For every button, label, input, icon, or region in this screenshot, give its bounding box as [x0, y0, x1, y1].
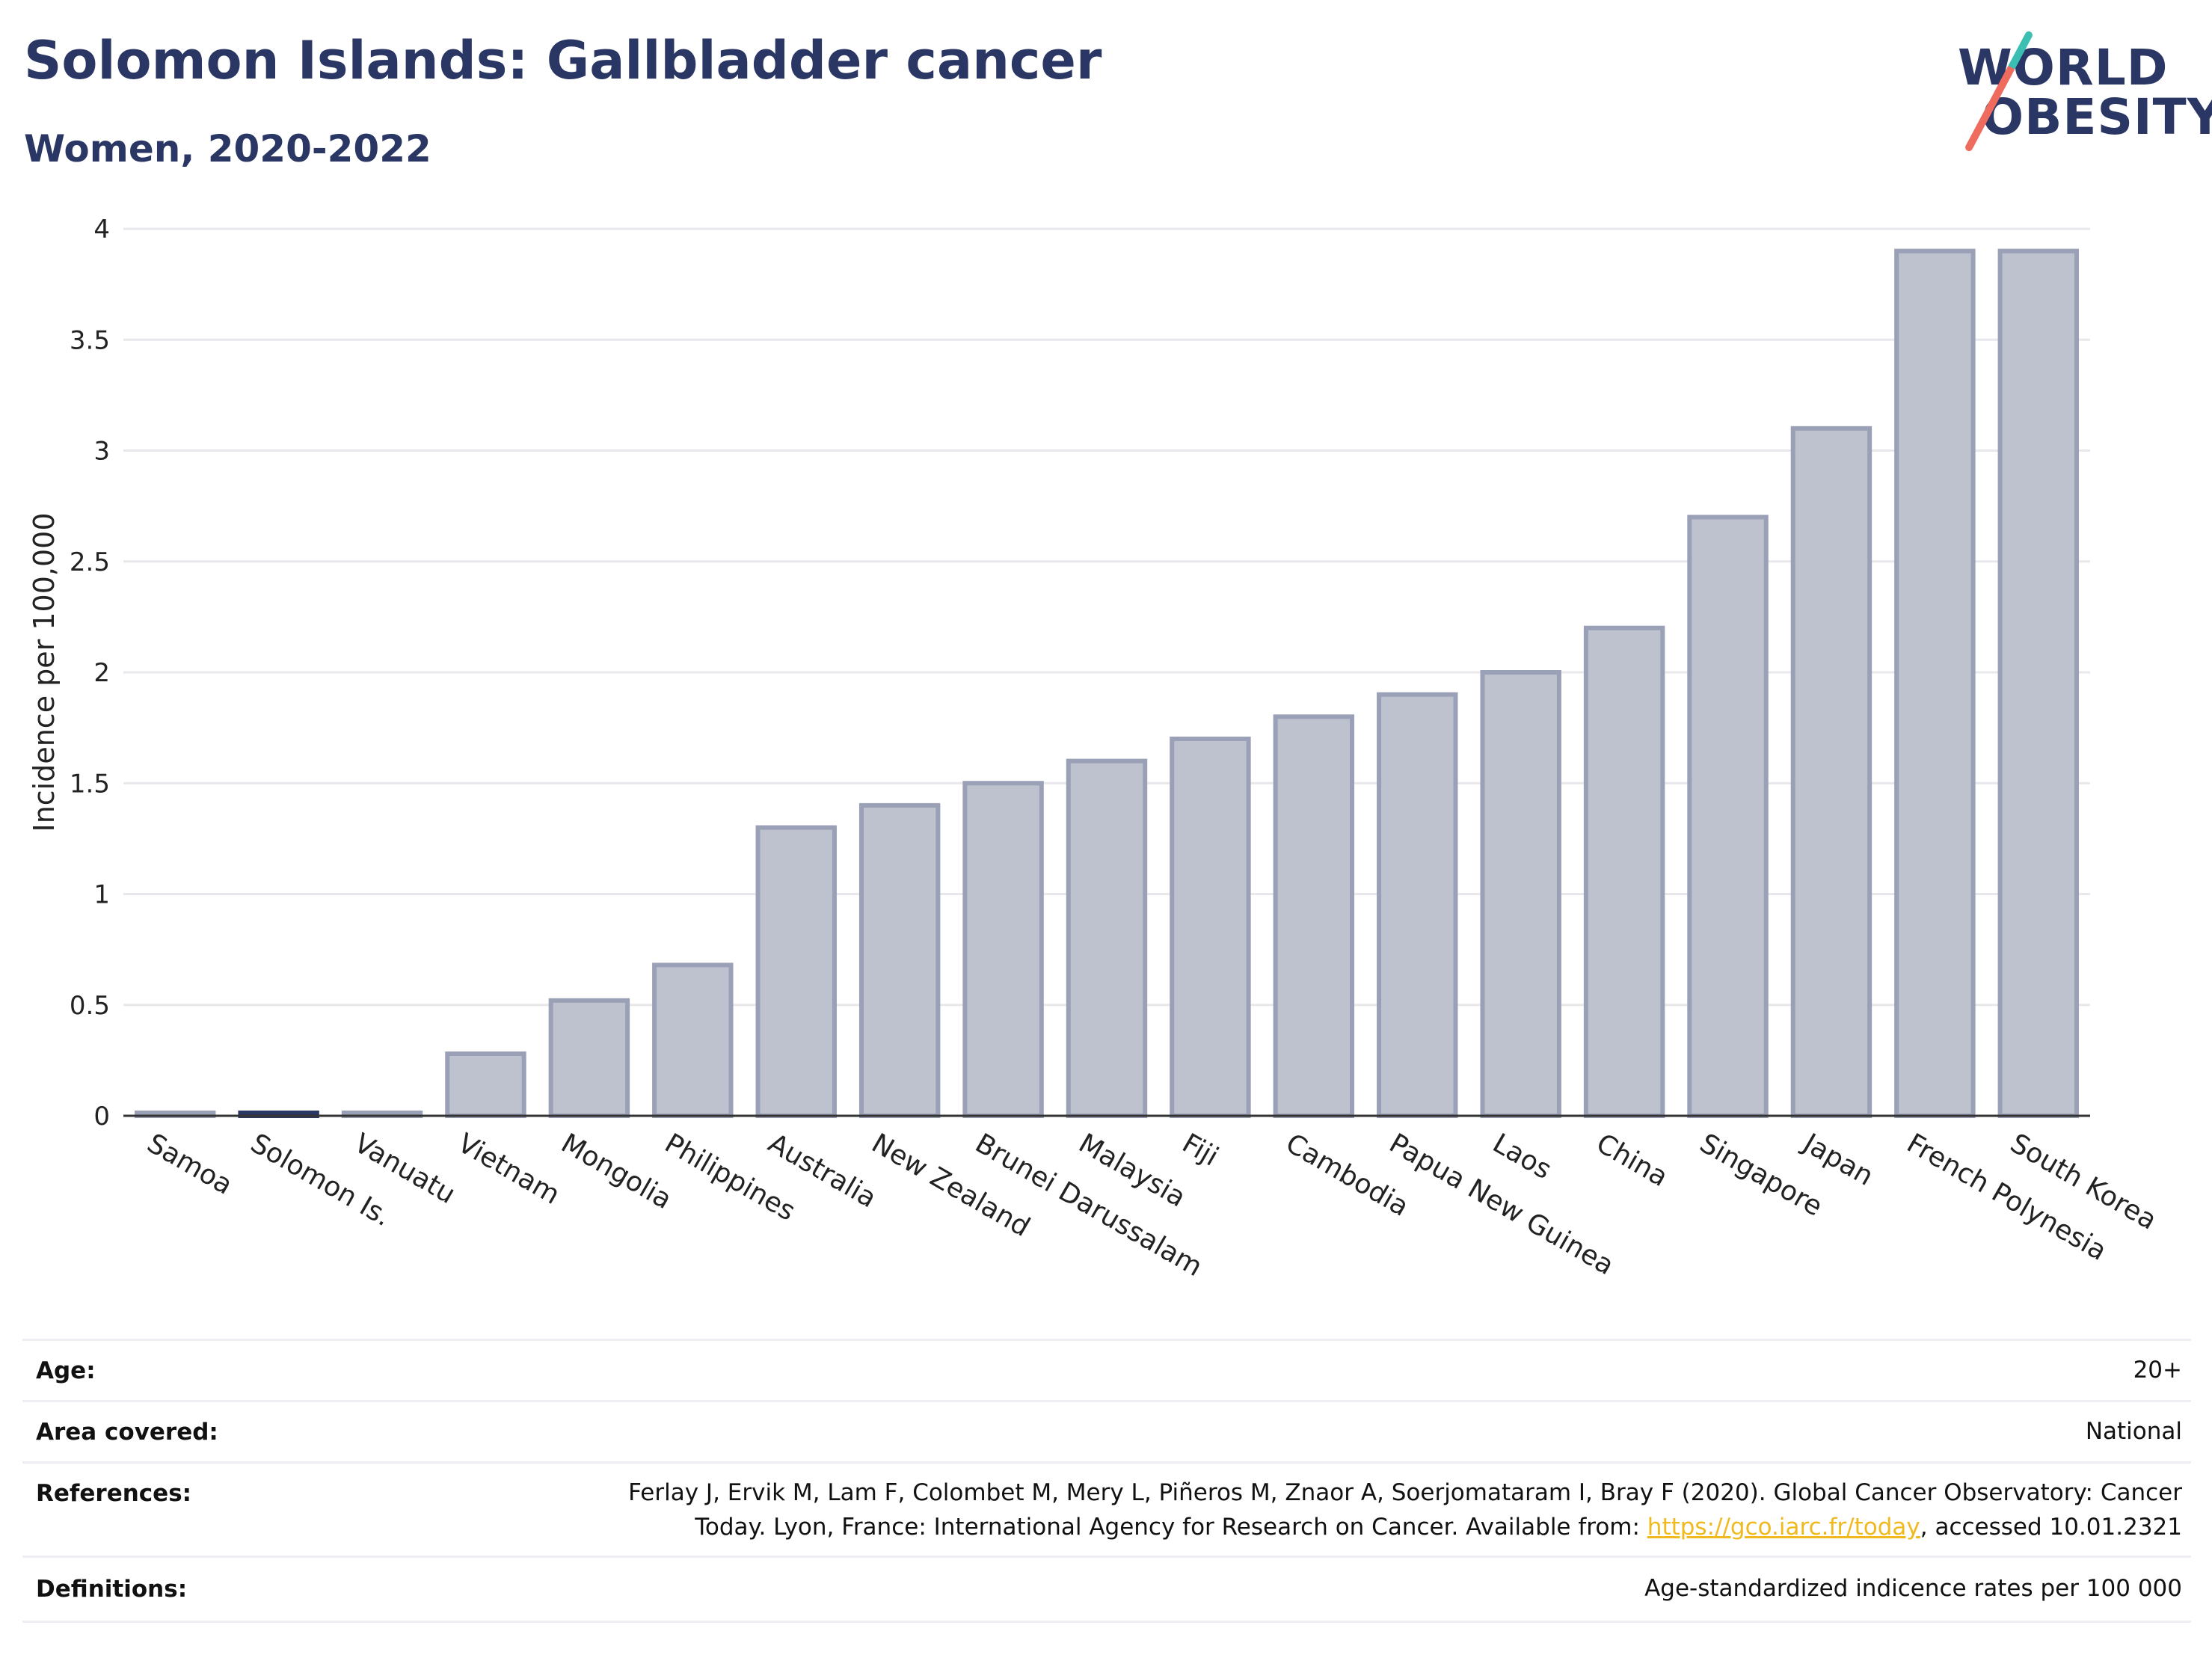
- y-tick-label: 4: [93, 215, 110, 245]
- x-tick-label: Laos: [1487, 1128, 1556, 1185]
- area-value: National: [2085, 1418, 2182, 1445]
- x-tick-label: Samoa: [142, 1128, 238, 1201]
- x-tick-label: Fiji: [1177, 1128, 1223, 1173]
- y-tick-label: 0: [93, 1102, 110, 1132]
- bar: [1480, 670, 1561, 1118]
- chart-subtitle: Women, 2020-2022: [24, 127, 431, 171]
- references-label: References:: [36, 1480, 192, 1507]
- bar-chart: 0 0.5 1 1.5 2 2.5 3 3.5 4 Incidence per 100,000 Sa…: [28, 215, 2162, 1283]
- x-tick-label: Mongolia: [556, 1128, 677, 1215]
- bar: [962, 781, 1044, 1118]
- logo-line-1: WORLD: [1958, 39, 2169, 96]
- bar: [1894, 248, 1976, 1118]
- logo-line-2: OBESITY: [1982, 88, 2212, 146]
- bar: [1997, 248, 2080, 1118]
- meta-row-age: Age: 20+: [22, 1339, 2191, 1402]
- y-axis-label: Incidence per 100,000: [28, 512, 61, 832]
- y-tick-label: 2: [93, 658, 110, 688]
- meta-row-area: Area covered: National: [22, 1400, 2191, 1464]
- definitions-label: Definitions:: [36, 1576, 188, 1603]
- bar: [1583, 625, 1665, 1118]
- references-line-2-post: , accessed 10.01.2321: [1920, 1514, 2182, 1541]
- meta-row-definitions: Definitions: Age-standardized indicence …: [22, 1556, 2191, 1623]
- y-tick-label: 1: [93, 880, 110, 910]
- x-tick-label: China: [1591, 1128, 1674, 1193]
- definitions-value: Age-standardized indicence rates per 100…: [1644, 1575, 2182, 1602]
- age-label: Age:: [36, 1357, 96, 1384]
- references-line-2: Today. Lyon, France: International Agenc…: [387, 1510, 2182, 1544]
- y-tick-label: 1.5: [70, 769, 110, 799]
- references-link[interactable]: https://gco.iarc.fr/today: [1647, 1514, 1920, 1541]
- references-line-1: Ferlay J, Ervik M, Lam F, Colombet M, Me…: [628, 1479, 2182, 1506]
- bar: [1170, 736, 1251, 1118]
- y-tick-label: 3.5: [70, 325, 110, 355]
- bar: [1066, 758, 1148, 1118]
- bar: [548, 998, 630, 1118]
- bar: [1790, 426, 1872, 1118]
- world-obesity-logo: WORLD OBESITY: [1944, 21, 2212, 163]
- y-tick-label: 3: [93, 437, 110, 467]
- references-line-2-pre: Today. Lyon, France: International Agenc…: [695, 1514, 1647, 1541]
- chart-title: Solomon Islands: Gallbladder cancer: [24, 30, 1102, 91]
- y-tick-label: 0.5: [70, 991, 110, 1021]
- references-value: Ferlay J, Ervik M, Lam F, Colombet M, Me…: [387, 1476, 2182, 1544]
- x-tick-label: Vietnam: [452, 1128, 565, 1211]
- bar: [1273, 714, 1355, 1118]
- y-tick-label: 2.5: [70, 547, 110, 577]
- bar: [1687, 515, 1769, 1118]
- meta-row-references: References: Ferlay J, Ervik M, Lam F, Co…: [22, 1461, 2191, 1558]
- bar: [652, 962, 734, 1118]
- bar: [1377, 692, 1458, 1118]
- bar: [858, 802, 941, 1119]
- bar: [755, 825, 837, 1119]
- bar: [445, 1051, 526, 1118]
- x-tick-label: Japan: [1797, 1127, 1878, 1192]
- area-label: Area covered:: [36, 1419, 218, 1446]
- age-value: 20+: [2133, 1357, 2182, 1384]
